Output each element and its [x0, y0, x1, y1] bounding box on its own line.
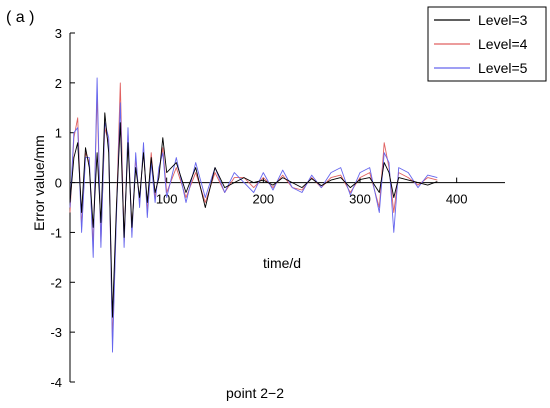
x-tick-label: 400: [446, 192, 468, 207]
x-tick-label: 100: [156, 192, 178, 207]
y-tick-label: -3: [50, 325, 62, 340]
series-line-level-5: [69, 77, 438, 353]
axes: -4 -3 -2 -1 0 1 2 3 100 200 300 400: [50, 26, 505, 390]
y-tick-label: 2: [55, 76, 62, 91]
x-tick-label: 200: [252, 192, 274, 207]
series-line-level-4: [69, 82, 438, 343]
legend-label: Level=3: [478, 12, 528, 28]
y-tick-label: 3: [55, 26, 62, 41]
x-axis-label: time/d: [263, 255, 301, 271]
panel-label: ( a ): [6, 9, 34, 26]
x-tick-label: 300: [349, 192, 371, 207]
y-tick-label: 0: [55, 176, 62, 191]
y-tick-label: 1: [55, 126, 62, 141]
y-tick-label: -1: [50, 225, 62, 240]
chart-title: point 2−2: [226, 385, 284, 401]
series-layer: [69, 77, 438, 353]
y-tick-label: -2: [50, 275, 62, 290]
legend-label: Level=4: [478, 36, 528, 52]
legend: Level=3 Level=4 Level=5: [427, 6, 547, 82]
series-line-level-3: [69, 112, 438, 318]
y-tick-label: -4: [50, 375, 62, 390]
legend-label: Level=5: [478, 60, 528, 76]
y-axis-label: Error value/mm: [31, 135, 47, 231]
